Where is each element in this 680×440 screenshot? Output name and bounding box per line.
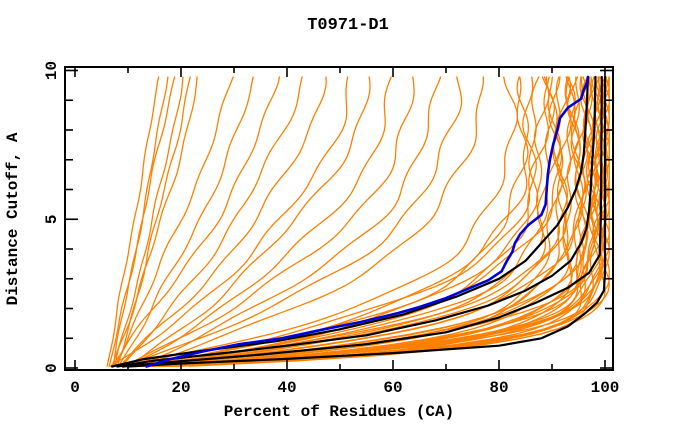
model-curve-orange — [117, 76, 519, 367]
model-curve-orange — [135, 76, 442, 367]
y-axis-label: Distance Cutoff, A — [4, 132, 22, 305]
model-curve-orange — [125, 76, 463, 367]
x-tick-label: 60 — [383, 379, 402, 397]
model-curve-orange — [118, 76, 254, 367]
model-curve-orange — [113, 76, 234, 367]
chart-title: T0971-D1 — [307, 16, 389, 35]
x-tick-label: 0 — [70, 379, 80, 397]
model-curve-orange — [109, 76, 349, 367]
model-curve-orange — [141, 76, 550, 367]
model-curve-orange — [138, 76, 537, 367]
model-curve-orange — [123, 76, 415, 367]
model-curve-black — [110, 75, 590, 368]
model-curve-orange — [130, 76, 371, 367]
model-curve-orange — [139, 76, 485, 367]
model-curve-orange — [119, 76, 327, 367]
model-curve-orange — [134, 76, 530, 367]
model-curve-orange — [108, 76, 176, 367]
model-curve-orange — [168, 76, 598, 367]
x-tick-label: 100 — [591, 379, 620, 397]
model-curve-orange — [167, 76, 592, 367]
x-tick-label: 20 — [171, 379, 190, 397]
x-axis-label: Percent of Residues (CA) — [224, 403, 454, 421]
model-curve-orange — [135, 76, 529, 367]
plot-generated-content: 0 20 40 60 80 100 0 5 10 — [43, 61, 619, 397]
x-tick-label: 40 — [277, 379, 296, 397]
model-curve-orange — [125, 76, 392, 367]
model-curve-blue — [145, 75, 590, 368]
model-curve-orange — [161, 76, 583, 367]
model-curve-orange — [132, 76, 561, 367]
model-curve-black — [116, 75, 597, 368]
model-curve-orange — [111, 76, 198, 367]
x-tick-label: 80 — [489, 379, 508, 397]
model-curve-orange — [110, 76, 281, 367]
y-tick-label: 10 — [43, 61, 61, 80]
model-curve-black — [126, 75, 607, 368]
model-curve-orange — [121, 76, 303, 367]
model-curve-orange — [106, 76, 160, 367]
model-curve-orange — [116, 76, 191, 367]
y-tick-label: 5 — [43, 214, 61, 224]
model-curve-orange — [114, 76, 184, 367]
y-tick-label: 0 — [43, 363, 61, 373]
